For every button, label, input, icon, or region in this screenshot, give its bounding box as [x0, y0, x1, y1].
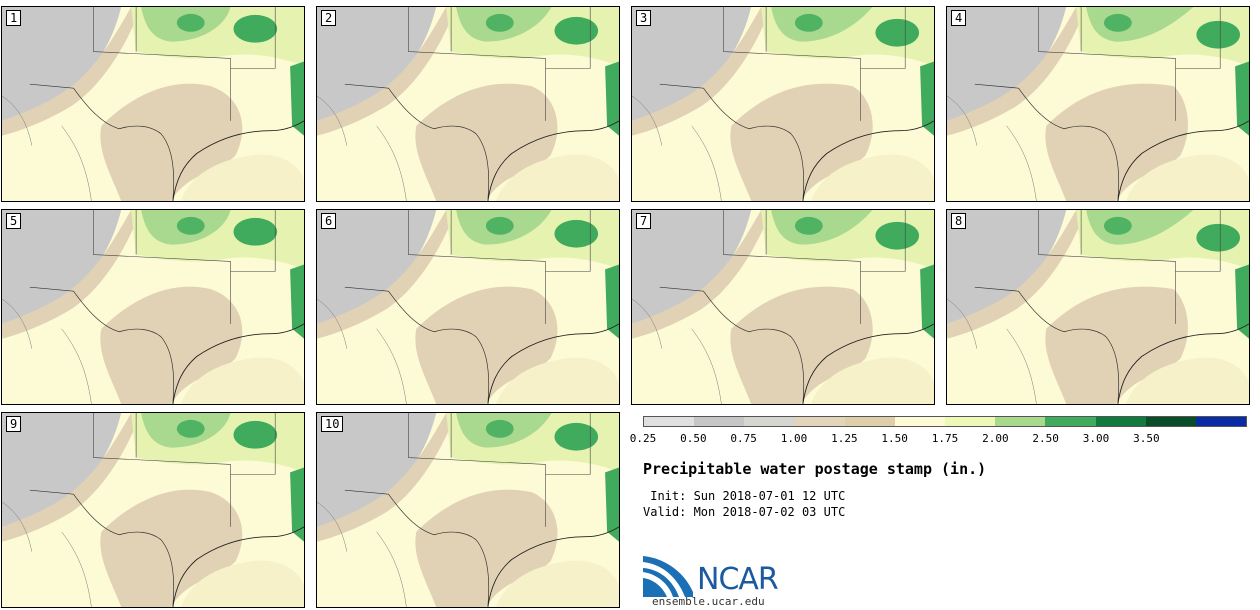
colorbar-tick-label: 1.50: [881, 432, 908, 445]
colorbar-tick-label: 1.25: [831, 432, 858, 445]
init-time: Init: Sun 2018-07-01 12 UTC: [643, 489, 846, 503]
member-map-10: 10: [316, 412, 620, 608]
colorbar: [643, 416, 1247, 427]
ncar-logo-icon: [643, 556, 693, 597]
colorbar-swatch: [794, 417, 845, 426]
chart-title: Precipitable water postage stamp (in.): [643, 460, 987, 478]
member-map-5: 5: [1, 209, 305, 405]
member-map-8: 8: [946, 209, 1250, 405]
colorbar-tick-label: 3.00: [1082, 432, 1110, 445]
site-url: ensemble.ucar.edu: [652, 595, 765, 608]
colorbar-swatch: [1095, 417, 1146, 426]
colorbar-tick-label: 0.25: [629, 432, 657, 445]
colorbar-swatch: [1045, 417, 1096, 426]
member-number: 3: [636, 10, 652, 26]
colorbar-tick-label: 1.00: [780, 432, 808, 445]
colorbar-swatch: [945, 417, 996, 426]
member-map-1: 1: [1, 6, 305, 202]
member-map-6: 6: [316, 209, 620, 405]
colorbar-tick-label: 0.75: [730, 432, 757, 445]
member-number: 2: [321, 10, 337, 26]
member-number: 6: [321, 213, 337, 229]
colorbar-tick-label: 2.50: [1032, 432, 1059, 445]
colorbar-tick-label: 1.75: [931, 432, 959, 445]
member-map-9: 9: [1, 412, 305, 608]
valid-time: Valid: Mon 2018-07-02 03 UTC: [643, 505, 846, 519]
colorbar-swatch: [995, 417, 1046, 426]
member-number: 8: [951, 213, 967, 229]
member-number: 9: [6, 416, 22, 432]
member-map-4: 4: [946, 6, 1250, 202]
logo-text: NCAR: [697, 562, 779, 597]
colorbar-tick-label: 0.50: [680, 432, 707, 445]
member-number: 7: [636, 213, 652, 229]
member-number: 10: [321, 416, 344, 432]
colorbar-swatch: [644, 417, 695, 426]
colorbar-tick-label: 2.00: [982, 432, 1009, 445]
colorbar-swatch: [894, 417, 946, 426]
member-number: 1: [6, 10, 22, 26]
member-number: 4: [951, 10, 967, 26]
member-map-2: 2: [316, 6, 620, 202]
member-map-7: 7: [631, 209, 935, 405]
colorbar-swatch: [844, 417, 895, 426]
colorbar-swatch: [694, 417, 745, 426]
colorbar-swatch: [1145, 417, 1196, 426]
colorbar-swatch: [744, 417, 795, 426]
member-number: 5: [6, 213, 22, 229]
member-map-3: 3: [631, 6, 935, 202]
colorbar-swatch: [1195, 417, 1247, 426]
colorbar-tick-label: 3.50: [1133, 432, 1160, 445]
